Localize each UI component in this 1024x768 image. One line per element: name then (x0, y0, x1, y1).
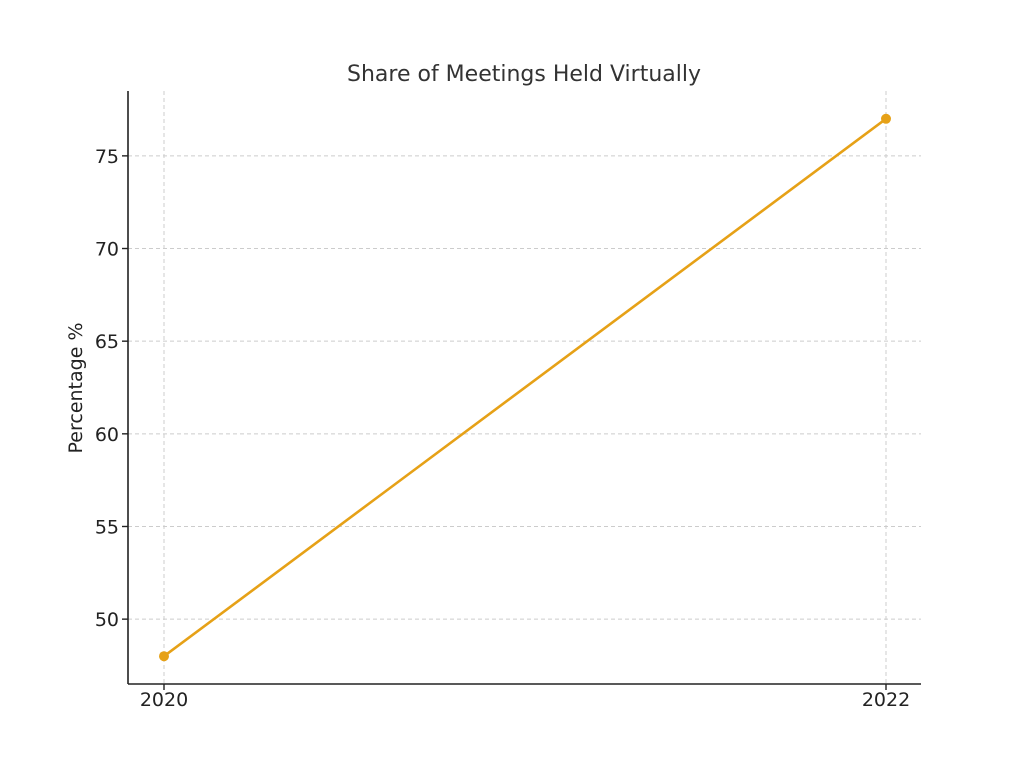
data-point (881, 113, 891, 124)
y-tick-label: 75 (95, 146, 119, 168)
y-tick-label: 60 (95, 424, 119, 446)
data-point (159, 651, 169, 662)
y-tick-label: 65 (95, 331, 119, 353)
series-layer (159, 113, 891, 662)
label-layer: 50 55 60 65 70 75 2020 2022 (95, 146, 910, 711)
axis-layer (122, 91, 921, 690)
chart-title: Share of Meetings Held Virtually (347, 62, 701, 87)
grid-layer (128, 91, 921, 684)
x-tick-label: 2020 (140, 689, 188, 711)
y-tick-label: 70 (95, 239, 119, 261)
y-axis-label: Percentage % (65, 323, 87, 454)
y-tick-label: 50 (95, 609, 119, 631)
x-tick-label: 2022 (862, 689, 910, 711)
y-tick-label: 55 (95, 516, 119, 538)
series-line (162, 117, 888, 658)
